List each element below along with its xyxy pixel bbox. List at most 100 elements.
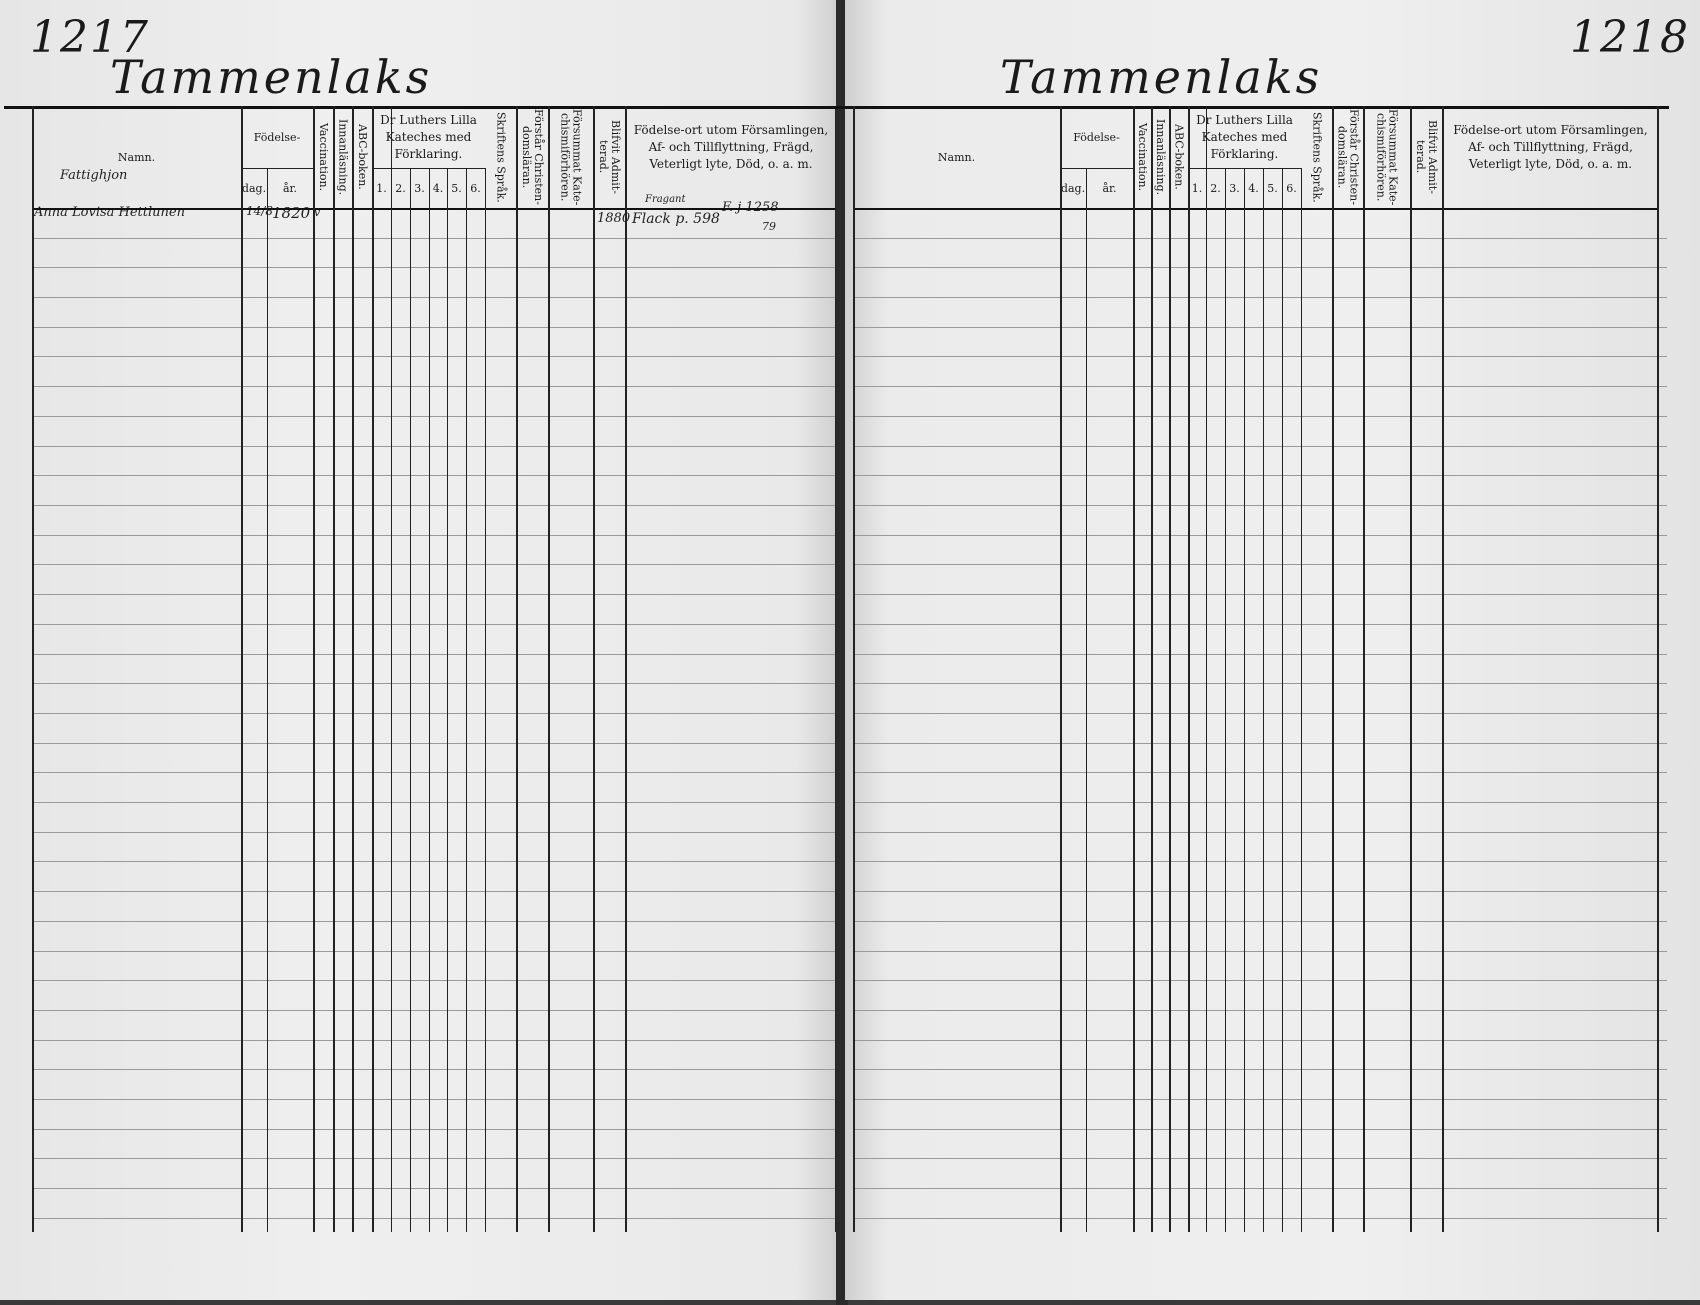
header-birth-year: år. xyxy=(267,168,313,208)
header-remarks: Födelse-ort utom Församlingen, Af- och T… xyxy=(631,106,831,188)
ruled-row-line xyxy=(853,535,1667,536)
column-rule xyxy=(593,106,595,1232)
column-rule xyxy=(372,106,374,1232)
header-catechism-part-label: 3. xyxy=(1229,181,1240,195)
header-catechism-part: 4. xyxy=(1244,168,1263,208)
ruled-row-line xyxy=(853,1158,1667,1159)
subheader-rule xyxy=(372,168,485,169)
header-missed: Försummat Kate-chismiförhören. xyxy=(1363,106,1410,208)
ruled-row-line xyxy=(32,1218,845,1219)
column-rule xyxy=(1657,106,1659,1232)
column-rule xyxy=(391,106,393,1232)
ruled-row-line xyxy=(853,446,1667,447)
header-catechism-part: 3. xyxy=(410,168,429,208)
ruled-row-line xyxy=(853,1010,1667,1011)
header-admitted-label: Blifvit Admit-terad. xyxy=(1414,120,1439,194)
header-catechism-part-label: 5. xyxy=(1267,181,1278,195)
ruled-row-line xyxy=(32,475,845,476)
header-birth-year-label: år. xyxy=(282,181,298,195)
column-rule xyxy=(1301,168,1303,1232)
ruled-row-line xyxy=(853,238,1667,239)
ruled-row-line xyxy=(32,624,845,625)
column-rule xyxy=(447,168,449,1232)
subheader-rule xyxy=(241,168,313,169)
ruled-row-line xyxy=(32,564,845,565)
header-scripture-language: Skriftens Språk. xyxy=(485,106,516,208)
header-bottom-rule xyxy=(853,208,1657,210)
header-catechism: Dr Luthers Lilla Kateches med Förklaring… xyxy=(1188,106,1301,168)
ruled-row-line xyxy=(32,1069,845,1070)
header-missed-label: Försummat Kate-chismiförhören. xyxy=(558,108,584,206)
ruled-row-line xyxy=(32,416,845,417)
header-reading-label: Innanläsning. xyxy=(336,118,350,196)
header-name: Namn. xyxy=(853,106,1060,208)
header-birth: Födelse- xyxy=(241,106,313,168)
header-admitted: Blifvit Admit-terad. xyxy=(1410,106,1442,208)
header-catechism-part-label: 2. xyxy=(1210,181,1221,195)
header-catechism-part: 6. xyxy=(466,168,485,208)
ruled-row-line xyxy=(32,980,845,981)
ruled-row-line xyxy=(32,861,845,862)
ruled-row-line xyxy=(32,891,845,892)
ruled-row-line xyxy=(32,1129,845,1130)
parish-title: Tammenlaks xyxy=(1000,50,1323,104)
ruled-row-line xyxy=(32,446,845,447)
ruled-row-line xyxy=(32,713,845,714)
column-rule xyxy=(485,168,487,1232)
ruled-row-line xyxy=(32,654,845,655)
header-reading: Innanläsning. xyxy=(333,106,352,208)
ruled-row-line xyxy=(32,594,845,595)
header-catechism-part: 4. xyxy=(429,168,447,208)
header-catechism-part: 2. xyxy=(391,168,410,208)
header-abc: ABC-boken. xyxy=(1169,106,1188,208)
column-rule xyxy=(1060,106,1062,1232)
subheader-rule xyxy=(1060,168,1133,169)
header-admitted: Blifvit Admit-terad. xyxy=(593,106,625,208)
header-catechism-part: 5. xyxy=(447,168,466,208)
header-reading: Innanläsning. xyxy=(1151,106,1169,208)
header-remarks: Födelse-ort utom Församlingen, Af- och T… xyxy=(1448,106,1653,188)
header-birth-label: Födelse- xyxy=(253,130,301,144)
header-birth-day: dag. xyxy=(1060,168,1086,208)
column-rule xyxy=(1225,168,1227,1232)
ruled-row-line xyxy=(853,921,1667,922)
entry-remark-ref-sub: 79 xyxy=(762,220,776,233)
column-rule xyxy=(1410,106,1412,1232)
header-catechism-part-label: 1. xyxy=(1191,181,1203,195)
header-vaccination-label: Vaccination. xyxy=(1136,122,1149,192)
header-birth-year: år. xyxy=(1086,168,1133,208)
header-abc: ABC-boken. xyxy=(352,106,372,208)
column-rule xyxy=(267,168,269,1232)
ruled-row-line xyxy=(32,356,845,357)
entry-remark-top: Fragant xyxy=(645,194,686,205)
header-missed-label: Försummat Kate-chismiförhören. xyxy=(1374,108,1400,206)
header-catechism: Dr Luthers Lilla Kateches med Förklaring… xyxy=(372,106,485,168)
header-reading-label: Innanläsning. xyxy=(1154,118,1167,196)
ruled-row-line xyxy=(32,1010,845,1011)
column-rule xyxy=(1206,106,1208,1232)
ruled-row-line xyxy=(32,1099,845,1100)
column-rule xyxy=(241,106,243,1232)
ruled-row-line xyxy=(853,1129,1667,1130)
ruled-row-line xyxy=(32,505,845,506)
column-rule xyxy=(853,106,855,1232)
ruled-row-line xyxy=(32,1040,845,1041)
ruled-row-line xyxy=(853,832,1667,833)
header-admitted-label: Blifvit Admit-terad. xyxy=(597,120,622,194)
header-top-rule xyxy=(825,106,1669,109)
ruled-row-line xyxy=(853,416,1667,417)
ruled-row-line xyxy=(853,772,1667,773)
ruled-row-line xyxy=(32,238,845,239)
header-name: Namn. xyxy=(32,106,241,208)
ruled-row-line xyxy=(32,267,845,268)
ruled-row-line xyxy=(853,624,1667,625)
ruled-row-line xyxy=(32,921,845,922)
column-rule xyxy=(466,168,468,1232)
ruled-row-line xyxy=(853,267,1667,268)
entry-remark: Flack p. 598 xyxy=(632,211,720,227)
header-catechism-part: 1. xyxy=(1188,168,1206,208)
section-heading: Fattighjon xyxy=(60,168,128,183)
ruled-row-line xyxy=(853,564,1667,565)
column-rule xyxy=(313,106,315,1232)
header-understands: Förstår Christen-domsläran. xyxy=(516,106,548,208)
